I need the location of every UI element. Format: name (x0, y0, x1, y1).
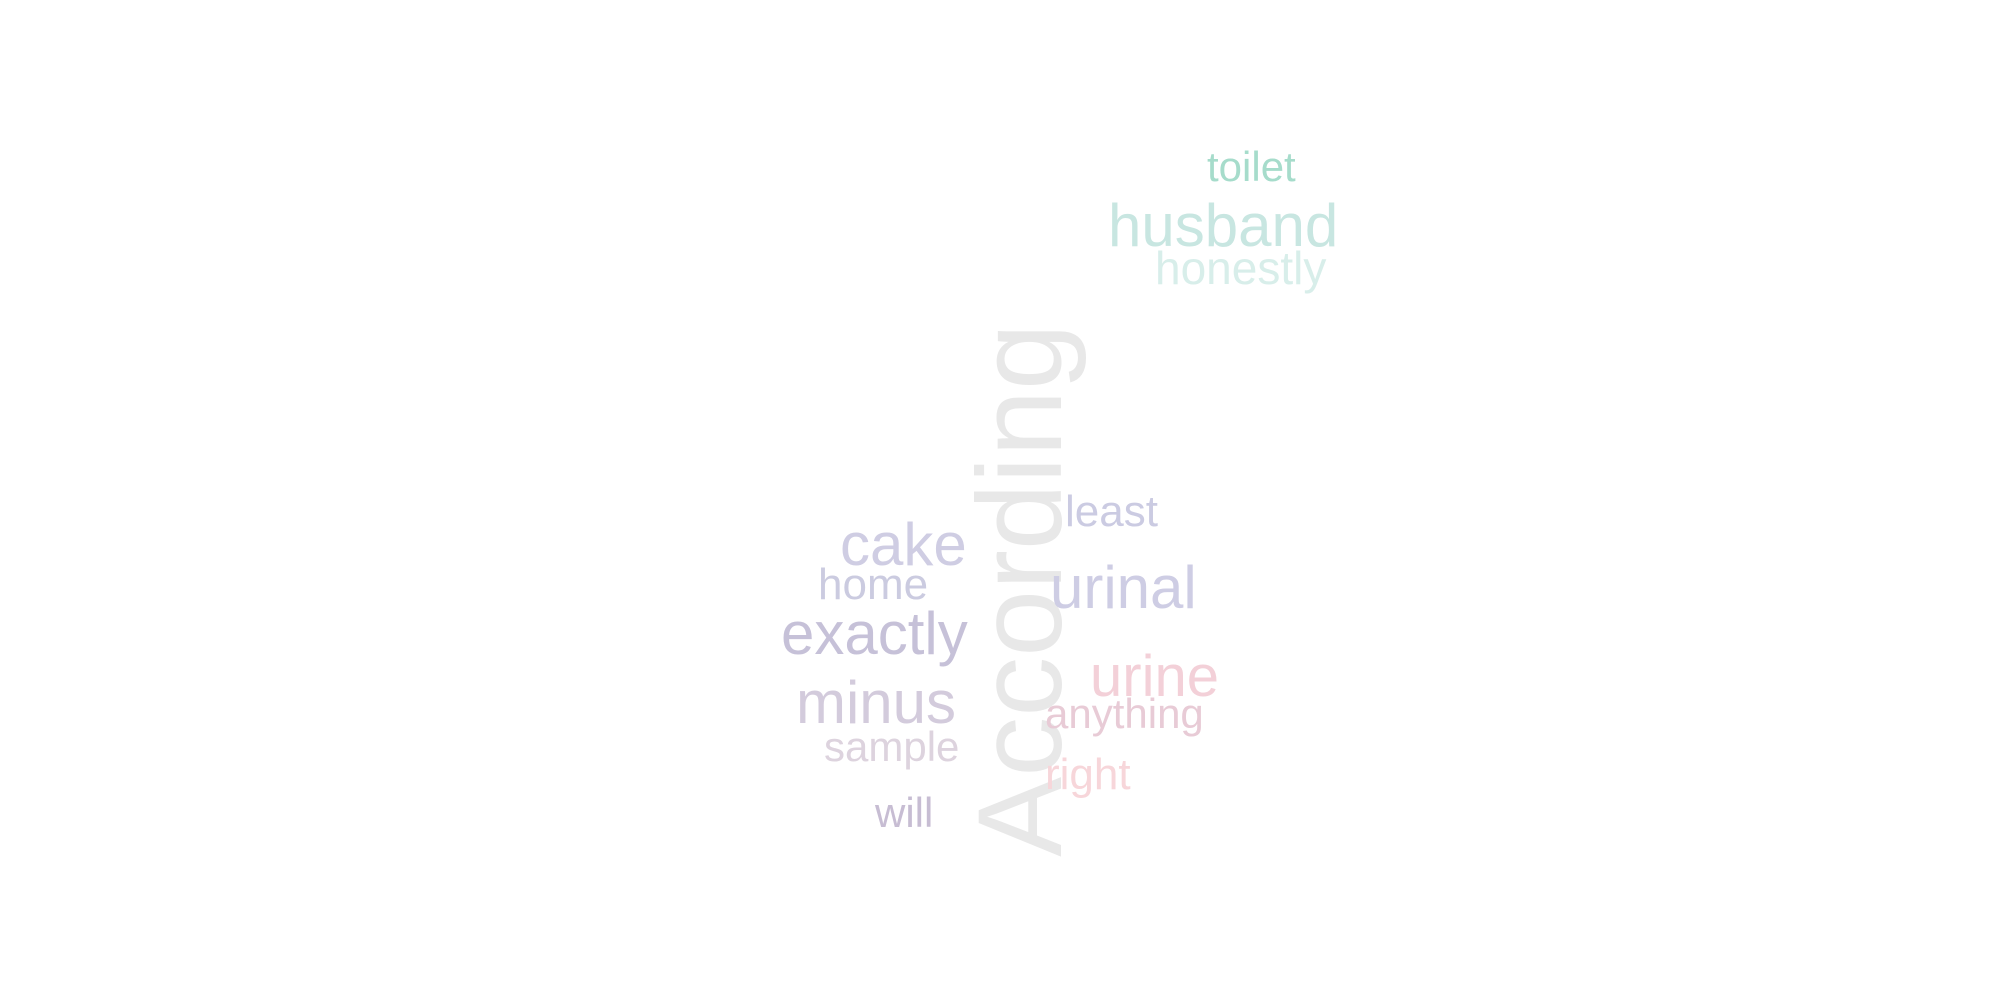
word-home: home (818, 560, 929, 609)
word-minus: minus (796, 669, 957, 736)
word-anything: anything (1045, 690, 1204, 737)
word-urine: urine (1090, 644, 1219, 709)
word-honestly: honestly (1155, 242, 1327, 294)
word-sample: sample (824, 723, 960, 770)
word-right: right (1045, 750, 1131, 799)
word-husband: husband (1108, 192, 1339, 259)
word-cake: cake (840, 511, 967, 578)
word-will: will (875, 789, 934, 836)
word-least: least (1065, 487, 1158, 536)
word-exactly: exactly (781, 600, 968, 667)
word-toilet: toilet (1207, 143, 1296, 190)
word-urinal: urinal (1050, 554, 1197, 621)
